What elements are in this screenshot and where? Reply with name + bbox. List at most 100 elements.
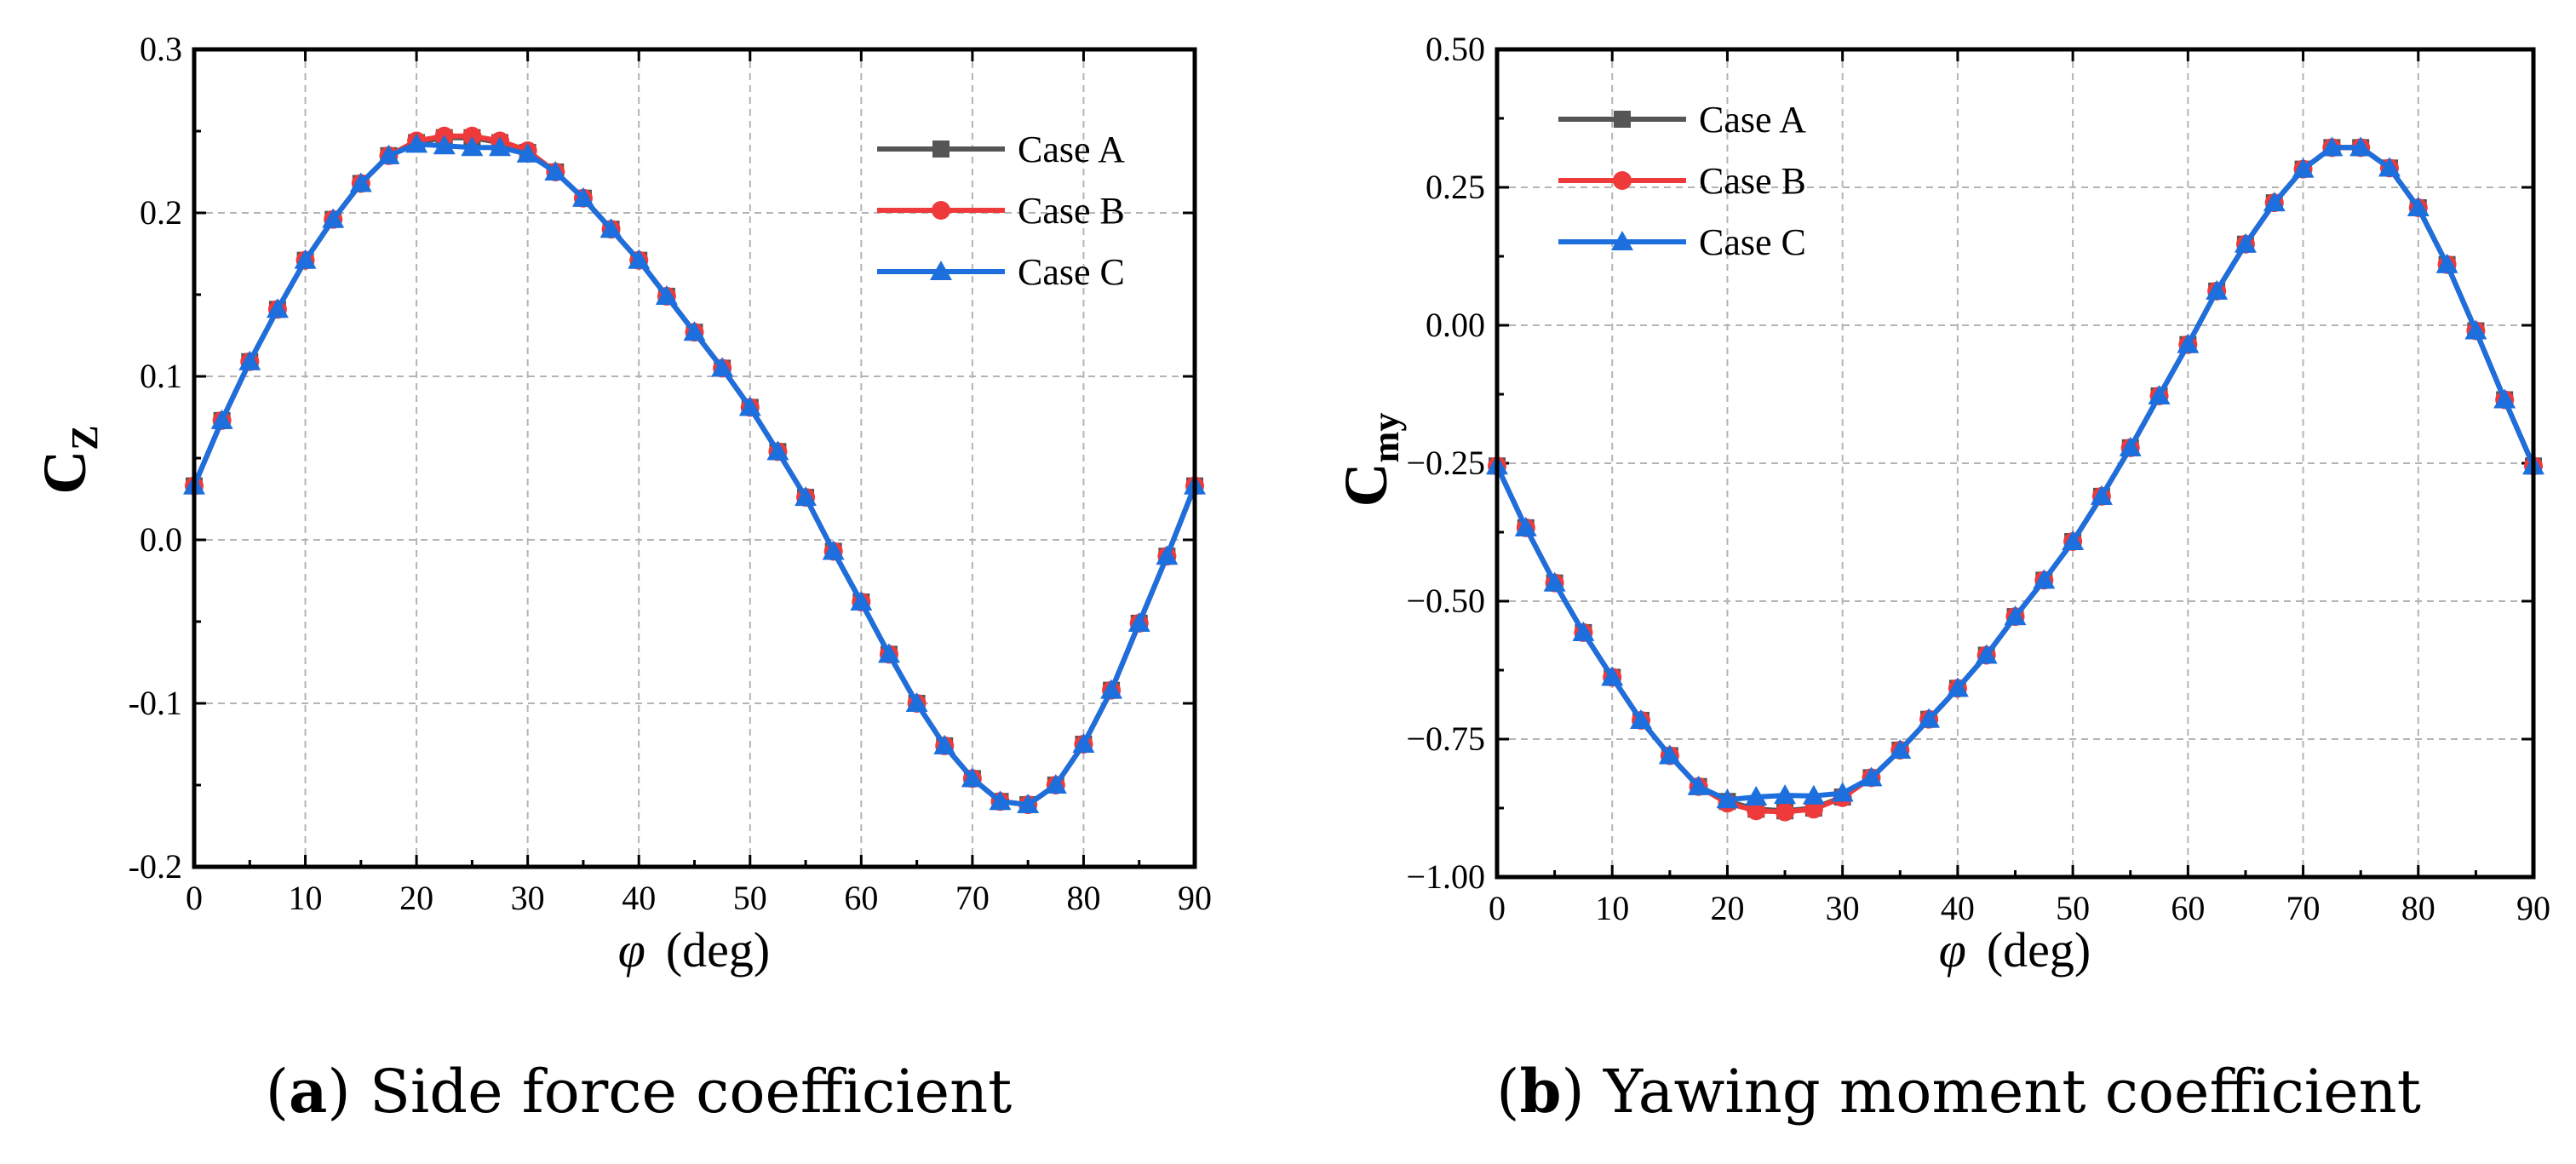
data-point xyxy=(1802,784,1825,805)
series-line-case-a xyxy=(1495,145,2536,814)
legend-marker xyxy=(1611,231,1633,250)
series-line-case-a xyxy=(192,135,1197,807)
data-point xyxy=(2234,232,2257,253)
caption-b-tag: b xyxy=(1519,1056,1562,1127)
data-point xyxy=(1044,774,1067,794)
data-point xyxy=(1804,800,1823,819)
y-axis-label-main: C xyxy=(31,450,99,495)
caption-a: (a) Side force coefficient xyxy=(265,1056,1013,1127)
series-line-case-b xyxy=(192,133,1197,807)
data-point xyxy=(766,440,789,461)
y-tick-label: 0.50 xyxy=(1426,30,1485,68)
data-point xyxy=(600,218,622,238)
data-point xyxy=(1514,516,1537,536)
data-point xyxy=(1975,644,1998,664)
data-point xyxy=(571,186,594,207)
data-point xyxy=(905,692,928,712)
data-point xyxy=(850,590,873,611)
series-line-case-c xyxy=(192,141,1197,807)
data-point xyxy=(266,298,289,318)
data-point xyxy=(961,767,984,788)
y-axis-label: CZ xyxy=(31,425,106,494)
data-point xyxy=(683,321,706,341)
x-tick-label: 50 xyxy=(2056,889,2090,927)
x-tick-label: 30 xyxy=(1826,889,1860,927)
x-axis-label-unit: (deg) xyxy=(1987,922,2091,978)
data-point xyxy=(294,249,317,269)
data-point xyxy=(238,350,261,370)
x-tick-label: 60 xyxy=(2171,889,2205,927)
data-point xyxy=(2263,192,2286,212)
y-tick-label: 0.2 xyxy=(140,193,182,232)
legend-marker xyxy=(932,201,950,220)
legend-marker xyxy=(932,140,950,158)
y-axis-label: Cmy xyxy=(1332,413,1407,507)
data-point xyxy=(1716,788,1739,809)
data-point xyxy=(1747,801,1766,821)
data-point xyxy=(1831,782,1854,802)
x-tick-label: 80 xyxy=(2401,889,2435,927)
data-point xyxy=(2090,485,2113,505)
caption-a-text: Side force coefficient xyxy=(369,1057,1013,1127)
legend-label: Case A xyxy=(1018,129,1125,170)
data-point xyxy=(1543,571,1566,592)
data-point xyxy=(1630,708,1653,729)
series-line-case-c xyxy=(1495,145,2536,803)
data-point xyxy=(1601,666,1624,686)
data-point xyxy=(1745,786,1768,806)
x-tick-label: 10 xyxy=(289,879,323,917)
data-point xyxy=(377,144,400,164)
data-point xyxy=(2493,388,2516,409)
legend-label: Case A xyxy=(1699,99,1806,140)
y-tick-label: 0.25 xyxy=(1426,168,1485,206)
data-point xyxy=(2004,605,2027,626)
legend-label: Case B xyxy=(1699,160,1806,202)
y-axis-label-subscript: Z xyxy=(64,425,106,450)
x-tick-label: 70 xyxy=(955,879,990,917)
legend-label: Case B xyxy=(1018,190,1125,232)
caption-a-tag: a xyxy=(289,1056,328,1127)
x-tick-label: 90 xyxy=(1178,879,1212,917)
x-axis-label: φ (deg) xyxy=(618,922,770,978)
data-point xyxy=(933,734,956,754)
legend-label: Case C xyxy=(1018,251,1125,293)
y-tick-label: −0.75 xyxy=(1406,720,1485,758)
data-point xyxy=(2148,384,2171,404)
x-tick-label: 10 xyxy=(1595,889,1629,927)
data-point xyxy=(489,136,512,157)
data-point xyxy=(210,409,233,429)
y-axis-label-subscript: my xyxy=(1365,413,1407,463)
data-point xyxy=(2378,157,2401,177)
y-tick-label: −0.25 xyxy=(1406,444,1485,482)
y-tick-label: −1.00 xyxy=(1406,857,1485,896)
y-axis-label-main: C xyxy=(1332,462,1400,507)
x-axis-label-unit: (deg) xyxy=(666,922,770,978)
data-point xyxy=(795,486,818,507)
caption-b-text: Yawing moment coefficient xyxy=(1603,1057,2421,1127)
data-point xyxy=(2292,158,2315,178)
data-point xyxy=(516,142,539,163)
x-tick-label: 50 xyxy=(733,879,767,917)
y-tick-label: 0.3 xyxy=(140,30,182,68)
data-point xyxy=(655,284,678,305)
data-point xyxy=(2349,136,2372,157)
data-point xyxy=(1156,545,1179,565)
y-tick-label: 0.1 xyxy=(140,357,182,395)
y-tick-label: 0.00 xyxy=(1426,306,1485,344)
data-point xyxy=(2033,569,2056,589)
data-point xyxy=(1572,621,1595,641)
data-point xyxy=(1889,738,1912,759)
data-point xyxy=(877,643,900,663)
data-point xyxy=(2321,136,2344,157)
data-point xyxy=(433,135,456,155)
data-point xyxy=(738,396,761,416)
data-point xyxy=(1918,708,1941,728)
x-tick-label: 40 xyxy=(622,879,656,917)
data-point xyxy=(2407,196,2430,216)
data-point xyxy=(1774,784,1797,805)
y-tick-label: −0.50 xyxy=(1406,582,1485,620)
x-tick-label: 60 xyxy=(844,879,878,917)
x-axis-label-symbol: φ xyxy=(618,922,645,978)
x-tick-label: 80 xyxy=(1066,879,1100,917)
data-point xyxy=(2206,279,2229,300)
